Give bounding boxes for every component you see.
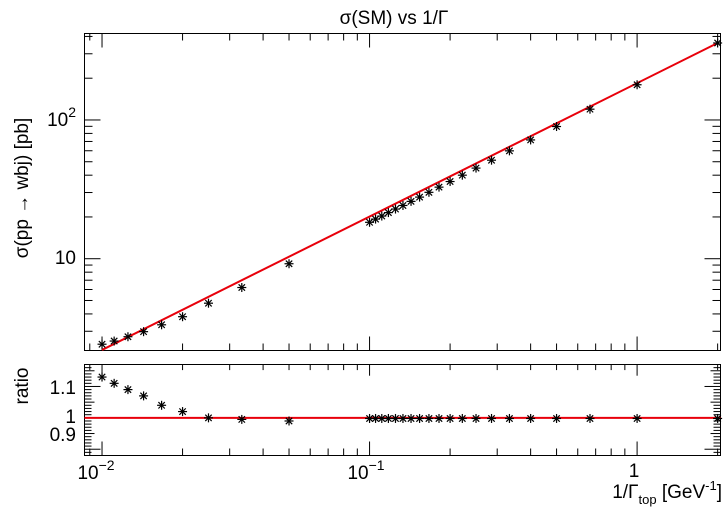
- ratio-data-points: [97, 372, 723, 426]
- ratio-data-point: [157, 400, 167, 410]
- ratio-panel: 0.9 1 1.1 ratio 10−2 10−1 1 1/Γtop [GeV-…: [12, 364, 723, 507]
- ratio-y-tick-label-0.9: 0.9: [50, 425, 76, 446]
- ratio-data-point: [398, 413, 408, 423]
- ratio-data-point: [471, 413, 481, 423]
- ratio-axis-ticks: [84, 364, 721, 456]
- main-data-point: [504, 146, 514, 156]
- ratio-data-point: [123, 385, 133, 395]
- main-data-point: [457, 170, 467, 180]
- main-data-point: [109, 336, 119, 346]
- main-data-point: [284, 259, 294, 269]
- ratio-data-point: [109, 378, 119, 388]
- main-axis-ticks: [84, 33, 721, 351]
- main-data-point: [398, 200, 408, 210]
- ratio-data-point: [585, 413, 595, 423]
- main-plot-frame: [84, 33, 721, 351]
- ratio-y-axis-title: ratio: [12, 368, 33, 405]
- main-data-point: [415, 192, 425, 202]
- main-data-point: [424, 187, 434, 197]
- ratio-data-point: [178, 407, 188, 417]
- ratio-data-point: [487, 413, 497, 423]
- ratio-data-point: [526, 413, 536, 423]
- ratio-data-point: [445, 413, 455, 423]
- ratio-data-point: [632, 413, 642, 423]
- main-data-point: [390, 204, 400, 214]
- main-data-point: [552, 122, 562, 132]
- main-data-point: [713, 38, 723, 48]
- main-fit-curve: [101, 42, 719, 351]
- main-data-point: [487, 155, 497, 165]
- x-tick-label-0.01: 10−2: [77, 457, 114, 484]
- ratio-data-point: [434, 413, 444, 423]
- ratio-data-point: [713, 413, 723, 423]
- main-data-point: [632, 80, 642, 90]
- ratio-data-point: [552, 413, 562, 423]
- main-data-point: [445, 177, 455, 187]
- x-tick-label-1: 1: [629, 461, 640, 482]
- main-data-point: [377, 211, 387, 221]
- x-tick-label-0.1: 10−1: [347, 457, 384, 484]
- main-data-point: [157, 320, 167, 330]
- main-data-point: [123, 332, 133, 342]
- main-y-axis-title: σ(pp → wbj) [pb]: [12, 118, 33, 259]
- main-data-point: [97, 339, 107, 349]
- main-data-point: [585, 104, 595, 114]
- main-data-point: [139, 327, 149, 337]
- main-y-tick-label-10: 10: [55, 248, 76, 269]
- main-data-point: [434, 182, 444, 192]
- main-data-point: [371, 214, 381, 224]
- main-data-point: [526, 135, 536, 145]
- x-axis-title: 1/Γtop [GeV-1]: [612, 478, 722, 507]
- main-data-point: [178, 312, 188, 322]
- ratio-data-point: [139, 391, 149, 401]
- ratio-data-point: [415, 413, 425, 423]
- main-data-point: [237, 283, 247, 293]
- main-data-point: [471, 163, 481, 173]
- ratio-data-point: [424, 413, 434, 423]
- main-data-points: [97, 38, 723, 349]
- ratio-data-point: [457, 413, 467, 423]
- main-data-point: [406, 196, 416, 206]
- main-data-point: [383, 208, 393, 218]
- fit-line: [101, 42, 719, 351]
- main-data-point: [203, 298, 213, 308]
- ratio-data-point: [406, 413, 416, 423]
- ratio-data-point: [203, 413, 213, 423]
- ratio-plot-frame: [84, 364, 721, 456]
- main-panel: 10 102 σ(pp → wbj) [pb]: [12, 33, 723, 351]
- ratio-data-point: [237, 414, 247, 424]
- ratio-data-point: [284, 416, 294, 426]
- ratio-y-tick-label-1: 1: [65, 407, 76, 428]
- ratio-data-point: [390, 413, 400, 423]
- main-y-tick-label-100: 102: [47, 104, 76, 131]
- chart-title: σ(SM) vs 1/Γ: [340, 8, 449, 29]
- ratio-data-point: [504, 413, 514, 423]
- ratio-data-point: [97, 372, 107, 382]
- ratio-y-tick-label-1.1: 1.1: [50, 378, 76, 399]
